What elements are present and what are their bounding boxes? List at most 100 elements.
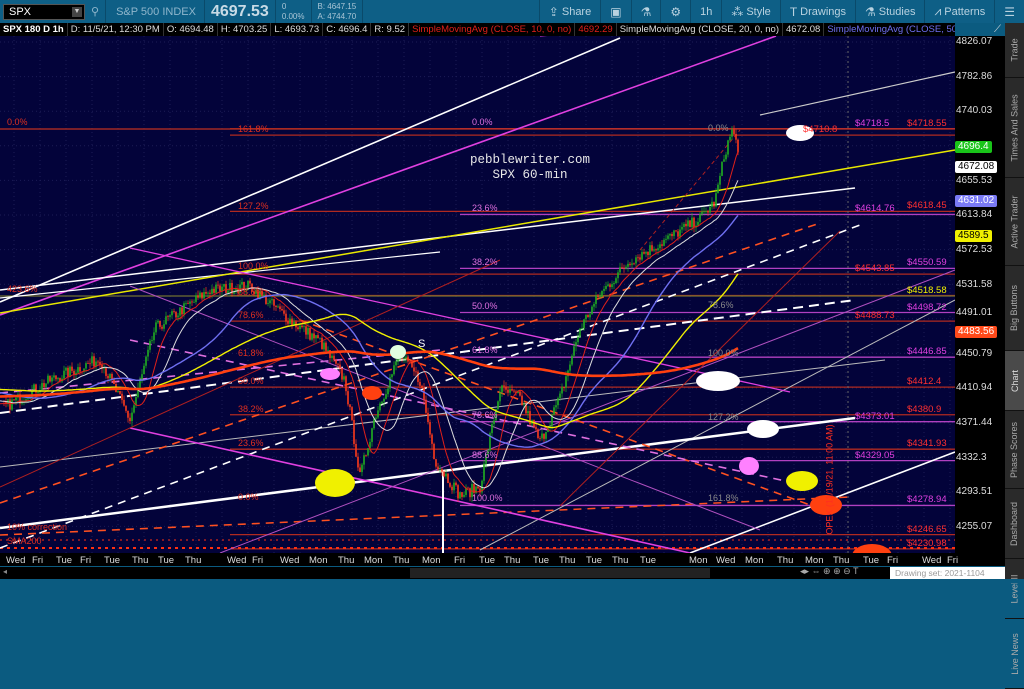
bid-ask: B: 4647.15 A: 4744.70 xyxy=(312,2,363,22)
level-label: $4710.8 xyxy=(803,124,838,136)
zoom-tools-icon[interactable]: ◂▸ ⇔ ⊕ ⊕ ⊖ T xyxy=(800,566,859,576)
level-label: $4246.65 xyxy=(907,523,947,535)
trend-line xyxy=(0,222,821,504)
sidebar-tab-active-trader[interactable]: Active Trader xyxy=(1005,178,1024,266)
toolbar-button-share[interactable]: ⇪ Share xyxy=(538,0,600,23)
drawing-set[interactable]: Drawing set: 2021-1104 xyxy=(890,567,1005,579)
candle xyxy=(551,414,553,426)
candle xyxy=(713,201,715,207)
candle xyxy=(319,337,321,339)
style-icon: ⁂ xyxy=(731,4,744,19)
chart-canvas[interactable] xyxy=(0,36,1005,566)
candle xyxy=(281,309,283,311)
candle xyxy=(291,318,293,325)
sidebar-tab-big-buttons[interactable]: Big Buttons xyxy=(1005,266,1024,351)
candle xyxy=(487,450,489,454)
candle xyxy=(47,375,49,384)
share-icon: ⇪ xyxy=(548,4,559,19)
time-axis-label: Tue xyxy=(586,555,603,566)
candle xyxy=(735,134,737,140)
candle xyxy=(93,356,95,367)
candle xyxy=(677,231,679,237)
candle xyxy=(513,390,515,392)
toolbar-button-patterns[interactable]: ⩘ Patterns xyxy=(924,0,994,23)
time-axis-label: Mon xyxy=(689,555,708,566)
candle xyxy=(521,395,523,406)
chevron-down-icon[interactable]: ▼ xyxy=(72,6,82,17)
candle xyxy=(327,350,329,351)
trend-line xyxy=(559,230,841,507)
level-label: $4518.58 xyxy=(907,284,947,296)
candle xyxy=(511,389,513,391)
sidebar-tab-live-news[interactable]: Live News xyxy=(1005,619,1024,689)
time-axis xyxy=(0,553,955,566)
candle xyxy=(165,316,167,325)
toolbar-button-gear[interactable]: ⚙ xyxy=(660,0,690,23)
sidebar-tab-chart[interactable]: Chart xyxy=(1005,351,1024,411)
horizontal-scrollbar[interactable]: ◂ ◂▸ ⇔ ⊕ ⊕ ⊖ T xyxy=(0,566,1005,579)
sma-20-line xyxy=(0,180,739,489)
price-chart[interactable]: 4826.07 4782.86 4740.03 4655.53 4613.84 4572.… xyxy=(0,24,1005,566)
candle xyxy=(519,391,521,396)
toolbar-button-studies[interactable]: ⚗ Studies xyxy=(855,0,924,23)
candle xyxy=(643,252,645,254)
axis-settings-icon[interactable]: ⟋ xyxy=(994,24,1001,35)
sma-50-line xyxy=(0,214,739,448)
candle xyxy=(325,342,327,351)
candle xyxy=(529,411,531,425)
toolbar-button-style[interactable]: ⁂ Style xyxy=(721,0,779,23)
candle xyxy=(667,235,669,239)
candle xyxy=(443,471,445,477)
candle xyxy=(507,389,509,393)
sidebar-tab-times-and-sales[interactable]: Times And Sales xyxy=(1005,78,1024,178)
candle xyxy=(583,319,585,329)
candle xyxy=(275,305,277,307)
toolbar-button-1h[interactable]: 1h xyxy=(690,0,721,23)
candle xyxy=(9,399,11,410)
candle xyxy=(37,391,39,393)
target-marker xyxy=(315,469,355,497)
trend-line xyxy=(0,496,851,536)
candle xyxy=(273,299,275,306)
level-label: $4718.5 xyxy=(855,117,890,129)
time-axis-label: Fri xyxy=(32,555,44,566)
symbol-selector[interactable]: SPX ▼ xyxy=(3,3,85,20)
toolbar-button-drawings[interactable]: T Drawings xyxy=(779,0,855,23)
candle xyxy=(347,391,349,405)
candle xyxy=(119,391,121,394)
toolbar-button-flask[interactable]: ⚗ xyxy=(630,0,661,23)
candle xyxy=(59,378,61,382)
candle xyxy=(309,328,311,340)
scrollbar-thumb[interactable] xyxy=(410,568,710,578)
candle xyxy=(651,245,653,251)
candle xyxy=(649,245,651,256)
candle xyxy=(473,483,475,493)
link-icon[interactable]: ⚲ xyxy=(91,6,100,18)
sidebar-tab-level-ii[interactable]: Level II xyxy=(1005,559,1024,619)
candle xyxy=(491,424,493,434)
trend-line xyxy=(0,349,441,394)
time-axis-label: Tue xyxy=(640,555,657,566)
sidebar-tab-dashboard[interactable]: Dashboard xyxy=(1005,489,1024,559)
candle xyxy=(563,387,565,388)
level-label: $4329.05 xyxy=(855,449,895,461)
candle xyxy=(497,401,499,410)
candle xyxy=(153,332,155,341)
candle xyxy=(679,229,681,237)
scroll-left-icon[interactable]: ◂ xyxy=(3,567,8,576)
candle xyxy=(439,468,441,470)
candle xyxy=(29,398,31,399)
candle xyxy=(485,453,487,464)
candle xyxy=(49,375,51,382)
candle xyxy=(357,456,359,468)
sidebar-tab-phase-scores[interactable]: Phase Scores xyxy=(1005,411,1024,489)
legend-item: R: 9.52 xyxy=(371,23,410,36)
candle xyxy=(537,429,539,439)
candle xyxy=(125,405,127,411)
change-value: 0 xyxy=(281,1,287,11)
trend-line xyxy=(639,129,741,251)
toolbar-button-menu[interactable]: ☰ xyxy=(994,0,1024,23)
candle xyxy=(261,290,263,295)
sidebar-tab-trade[interactable]: Trade xyxy=(1005,23,1024,78)
toolbar-button-flexible-grid[interactable]: ▣ xyxy=(600,0,630,23)
